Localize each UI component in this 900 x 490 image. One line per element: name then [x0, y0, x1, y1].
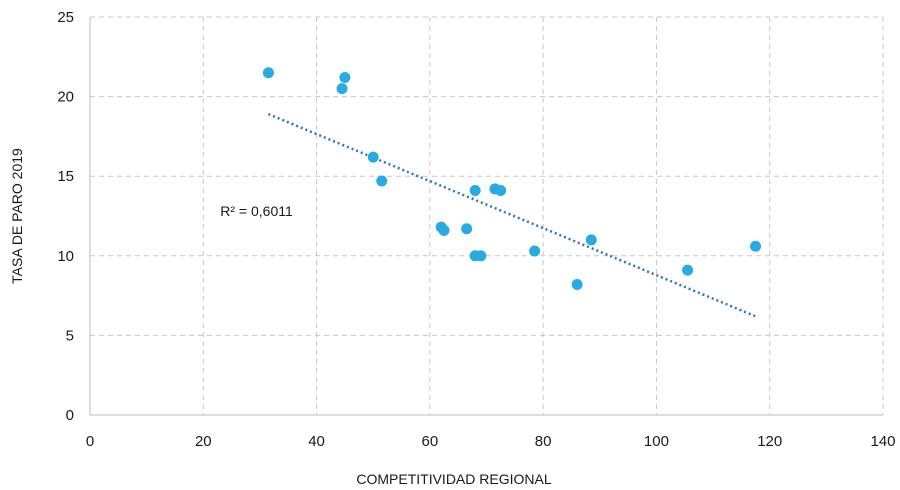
data-point [585, 234, 597, 246]
trendline [267, 112, 757, 318]
data-point [469, 185, 481, 197]
x-tick-label: 20 [195, 433, 212, 450]
y-tick-label: 0 [66, 407, 74, 424]
y-tick-label: 10 [57, 248, 74, 265]
data-point [475, 250, 487, 262]
r-squared-annotation: R² = 0,6011 [220, 203, 293, 219]
data-point [367, 151, 379, 163]
axes: 0 5 10 15 20 25 0 20 40 60 80 100 120 140 [57, 9, 895, 450]
data-point [571, 278, 583, 290]
data-points [262, 67, 762, 290]
x-tick-label: 0 [86, 433, 94, 450]
x-tick-label: 100 [644, 433, 669, 450]
y-tick-label: 20 [57, 89, 74, 106]
data-point [339, 71, 351, 83]
trendline-linear [267, 112, 757, 318]
annotations: R² = 0,6011 [220, 203, 293, 219]
data-point [336, 83, 348, 95]
x-tick-label: 80 [535, 433, 552, 450]
data-point [376, 175, 388, 187]
y-tick-label: 5 [66, 327, 74, 344]
data-point [682, 264, 694, 276]
x-tick-label: 140 [870, 433, 895, 450]
y-tick-label: 15 [57, 168, 74, 185]
y-axis-title: TASA DE PARO 2019 [9, 148, 25, 284]
x-tick-label: 60 [422, 433, 439, 450]
grid [90, 16, 884, 415]
x-tick-label: 120 [757, 433, 782, 450]
x-tick-label: 40 [308, 433, 325, 450]
data-point [461, 223, 473, 235]
x-axis-title: COMPETITIVIDAD REGIONAL [356, 471, 551, 487]
data-point [529, 245, 541, 257]
y-tick-label: 25 [57, 9, 74, 26]
data-point [438, 224, 450, 236]
data-point [495, 185, 507, 197]
data-point [262, 67, 274, 79]
data-point [750, 240, 762, 252]
